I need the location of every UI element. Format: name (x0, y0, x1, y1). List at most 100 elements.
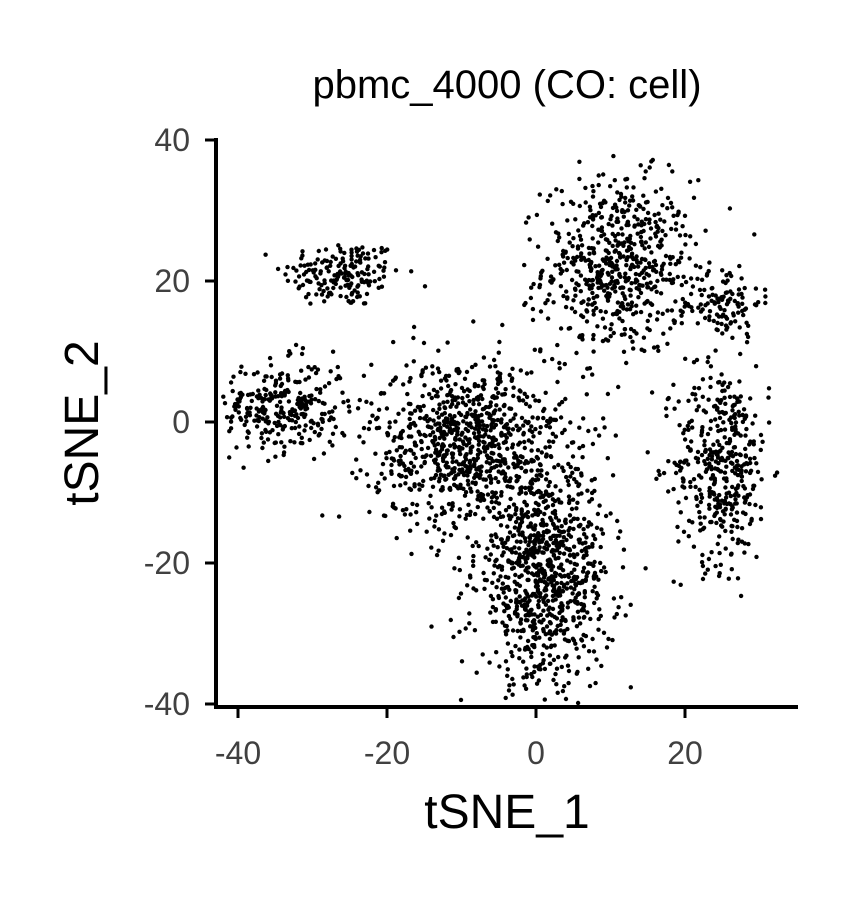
scatter-point (683, 495, 689, 501)
scatter-point (591, 336, 596, 342)
scatter-point (285, 376, 291, 381)
scatter-point (554, 682, 559, 687)
scatter-point (586, 666, 591, 671)
scatter-point (724, 491, 729, 496)
scatter-point (330, 349, 336, 354)
scatter-point (537, 282, 543, 288)
scatter-point (698, 265, 703, 270)
scatter-point (557, 572, 563, 578)
scatter-point (289, 412, 294, 418)
scatter-point (449, 507, 454, 512)
scatter-point (522, 302, 527, 308)
scatter-point (591, 533, 596, 538)
scatter-point (448, 532, 454, 538)
scatter-point (743, 446, 748, 452)
scatter-point (638, 260, 643, 265)
scatter-point (699, 495, 705, 500)
scatter-point (432, 524, 437, 529)
scatter-point (595, 324, 600, 329)
scatter-point (717, 415, 723, 421)
scatter-point (460, 395, 465, 401)
scatter-point (545, 598, 551, 604)
scatter-point (558, 284, 564, 289)
scatter-point (260, 397, 266, 402)
scatter-point (554, 666, 560, 671)
scatter-point (687, 179, 693, 184)
scatter-point (407, 447, 413, 453)
scatter-point (534, 549, 539, 554)
scatter-point (758, 516, 764, 522)
scatter-point (656, 225, 661, 231)
scatter-point (708, 418, 714, 424)
scatter-point (747, 456, 753, 461)
scatter-point (766, 420, 772, 425)
scatter-point (646, 244, 652, 250)
scatter-point (647, 217, 652, 222)
scatter-point (316, 281, 321, 286)
scatter-point (598, 285, 604, 290)
scatter-point (539, 566, 545, 571)
scatter-point (645, 318, 650, 324)
scatter-point (413, 455, 418, 461)
scatter-point (730, 425, 735, 430)
scatter-point (378, 391, 384, 396)
scatter-point (474, 588, 479, 593)
scatter-point (676, 539, 681, 544)
scatter-point (277, 376, 283, 381)
scatter-point (526, 419, 531, 425)
scatter-point (472, 458, 478, 463)
scatter-point (523, 539, 528, 544)
scatter-point (430, 484, 436, 489)
scatter-point (634, 303, 639, 308)
scatter-point (605, 296, 610, 301)
scatter-point (740, 295, 745, 300)
scatter-point (712, 476, 717, 481)
scatter-point (408, 528, 413, 533)
scatter-point (560, 615, 565, 620)
scatter-point (485, 546, 490, 551)
scatter-point (726, 450, 731, 455)
scatter-point (286, 353, 291, 358)
scatter-point (760, 439, 765, 444)
scatter-point (623, 296, 628, 302)
scatter-point (546, 439, 552, 444)
scatter-point (621, 547, 627, 552)
scatter-point (478, 469, 484, 474)
scatter-point (473, 481, 478, 487)
scatter-point (724, 476, 729, 481)
scatter-point (442, 422, 447, 428)
scatter-point (589, 266, 594, 272)
scatter-point (407, 416, 412, 422)
scatter-point (599, 568, 604, 574)
scatter-point (359, 270, 365, 275)
scatter-point (541, 550, 546, 555)
scatter-point (629, 300, 635, 305)
scatter-point (641, 335, 647, 340)
scatter-point (366, 272, 371, 277)
scatter-point (439, 412, 445, 417)
scatter-point (620, 232, 625, 237)
scatter-point (292, 440, 297, 445)
scatter-point (242, 422, 247, 428)
scatter-point (550, 547, 555, 553)
scatter-point (528, 533, 534, 538)
scatter-point (465, 478, 471, 483)
scatter-point (600, 316, 606, 321)
scatter-point (494, 585, 499, 590)
scatter-point (591, 349, 596, 354)
scatter-point (457, 369, 462, 374)
scatter-point (638, 234, 644, 240)
scatter-point (449, 394, 455, 399)
scatter-point (468, 421, 473, 426)
scatter-point (600, 257, 605, 262)
scatter-point (349, 261, 354, 267)
scatter-point (650, 157, 655, 163)
scatter-point (501, 550, 506, 555)
scatter-point (503, 632, 509, 637)
scatter-point (424, 413, 429, 419)
scatter-point (345, 398, 351, 403)
scatter-point (621, 214, 626, 219)
scatter-point (488, 400, 493, 405)
scatter-point (549, 454, 554, 460)
scatter-point (575, 500, 580, 505)
